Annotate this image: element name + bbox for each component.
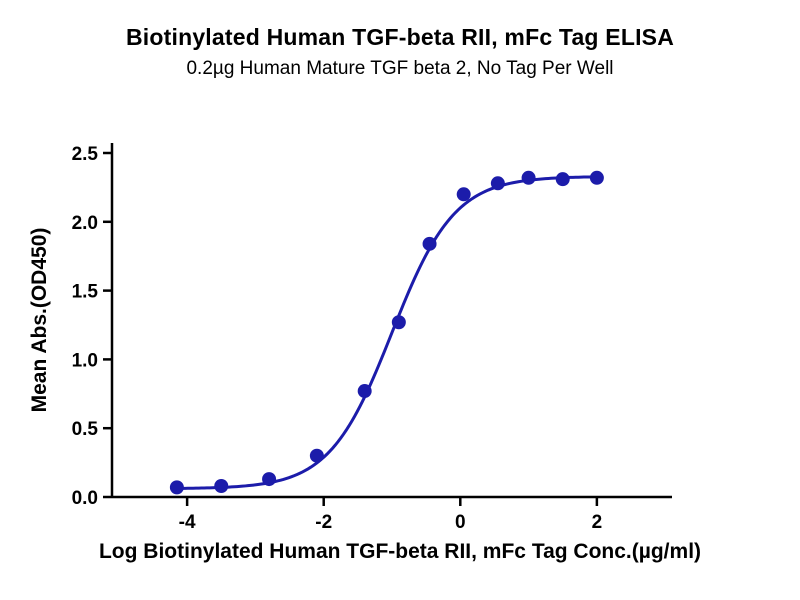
y-tick-label: 1.5 [72,282,99,303]
chart-title: Biotinylated Human TGF-beta RII, mFc Tag… [125,24,675,50]
data-point [169,480,184,495]
x-tick-label: 0 [455,512,466,533]
y-tick-label: 1.0 [72,350,98,371]
data-point [262,472,277,487]
y-tick-label: 2.0 [72,213,98,234]
data-point [357,384,372,399]
data-point [555,172,570,187]
data-point [309,448,324,463]
data-point [589,170,604,185]
data-point [422,236,437,251]
x-tick-label: -2 [315,512,332,533]
y-tick-label: 0.0 [72,488,98,509]
data-point [214,478,229,493]
data-point [490,176,505,191]
y-tick-label: 0.5 [72,419,99,440]
data-point [391,315,406,330]
y-tick-label: 2.5 [72,144,99,165]
fit-curve [175,175,597,490]
data-point [456,187,471,202]
x-axis-title: Log Biotinylated Human TGF-beta RII, mFc… [98,540,702,563]
chart-subtitle: 0.2µg Human Mature TGF beta 2, No Tag Pe… [186,58,614,79]
data-point [521,170,536,185]
x-tick-label: 2 [592,512,603,533]
x-tick-label: -4 [179,512,196,533]
